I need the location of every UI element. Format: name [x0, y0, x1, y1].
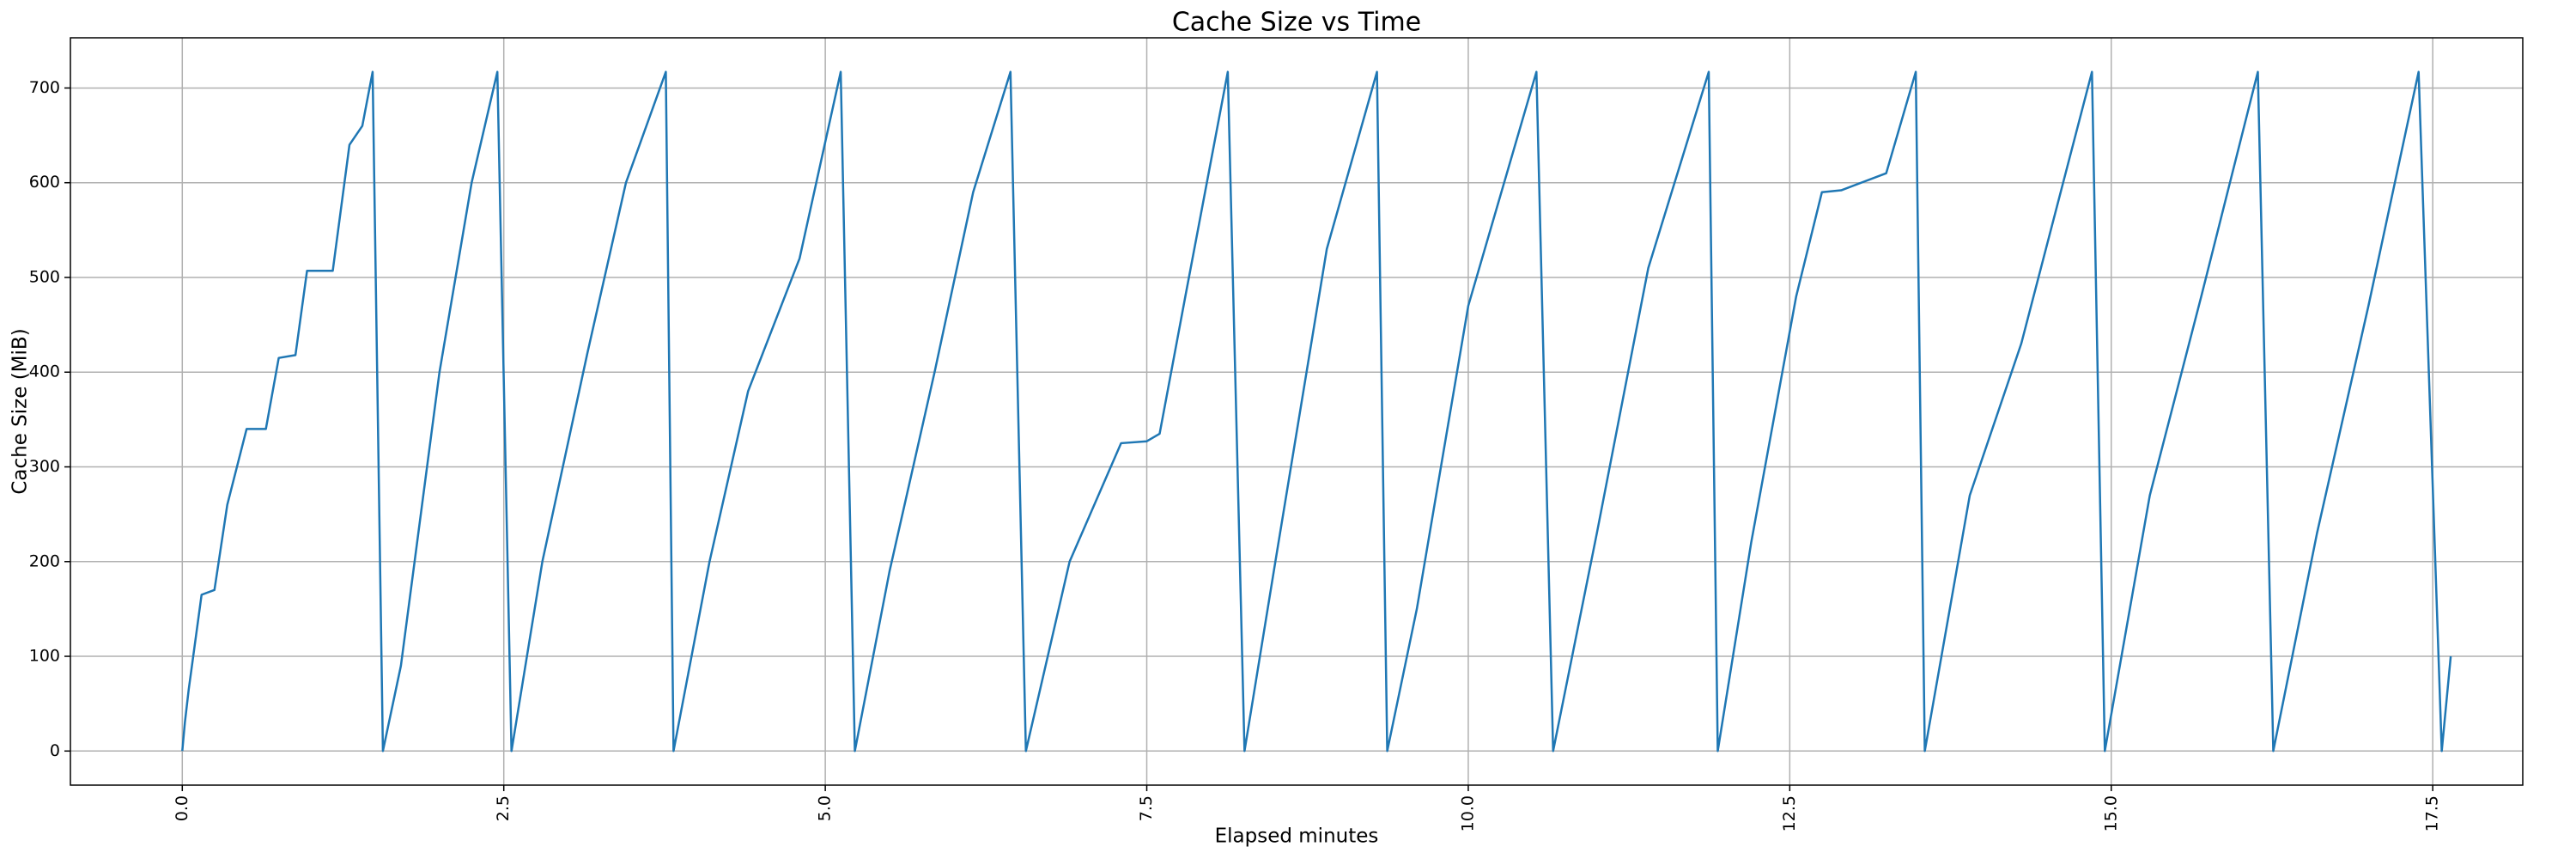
x-tick-label: 15.0 [2101, 795, 2120, 832]
y-tick-label: 700 [29, 78, 60, 97]
x-tick-label: 5.0 [816, 795, 835, 821]
y-tick-label: 200 [29, 551, 60, 570]
chart-title: Cache Size vs Time [1172, 8, 1421, 38]
y-tick-label: 400 [29, 362, 60, 381]
plot-frame [70, 37, 2524, 786]
x-tick-label: 17.5 [2423, 795, 2442, 832]
x-tick-label: 7.5 [1137, 795, 1156, 821]
x-tick-label: 0.0 [173, 795, 191, 821]
y-tick-label: 300 [29, 457, 60, 476]
y-tick-label: 600 [29, 173, 60, 192]
y-tick-label: 500 [29, 267, 60, 286]
x-axis-label: Elapsed minutes [1215, 825, 1379, 848]
x-tick-label: 12.5 [1780, 795, 1799, 832]
y-tick-label: 100 [29, 647, 60, 666]
x-tick-label: 2.5 [494, 795, 513, 821]
y-tick-label: 0 [50, 741, 60, 760]
data-line [181, 70, 2452, 752]
y-axis-label: Cache Size (MiB) [9, 328, 32, 494]
x-tick-label: 10.0 [1458, 795, 1477, 832]
